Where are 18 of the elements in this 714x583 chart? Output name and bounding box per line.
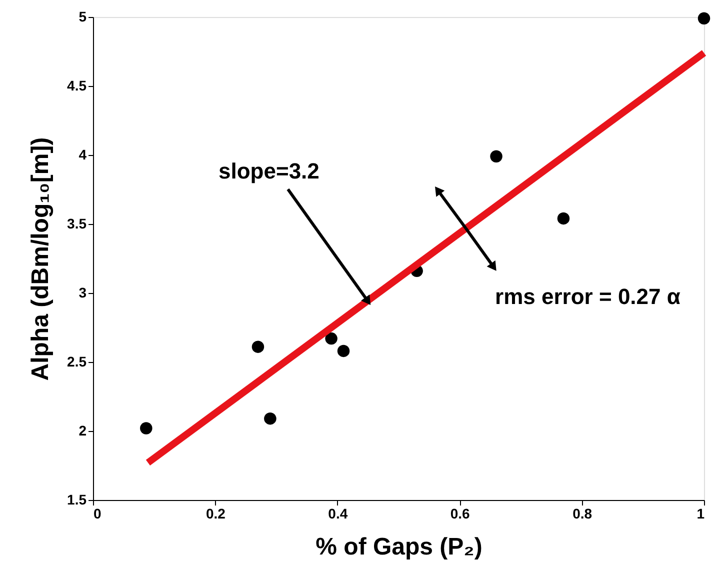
y-axis-title: Alpha (dBm/log₁₀[m]) — [27, 137, 54, 381]
x-tick-label: 0.6 — [450, 506, 470, 522]
y-tick-label: 4.5 — [67, 78, 87, 94]
x-tick-label: 1 — [696, 506, 705, 522]
x-tick-label: 0.8 — [572, 506, 592, 522]
y-tick-label: 2.5 — [67, 354, 87, 370]
y-tick-label: 3.5 — [67, 216, 87, 232]
y-tick-label: 4 — [78, 146, 87, 162]
x-tick-label: 0.2 — [206, 506, 226, 522]
y-tick-label: 3 — [78, 284, 87, 300]
annotation: slope=3.2 — [218, 158, 320, 184]
annotation: rms error = 0.27 α — [495, 284, 681, 310]
x-tick-label: 0 — [94, 506, 102, 522]
x-tick-label: 0.4 — [328, 506, 348, 522]
y-tick-label: 5 — [78, 8, 87, 24]
y-tick-label: 2 — [78, 422, 87, 438]
x-axis-title: % of Gaps (P₂) — [316, 534, 482, 560]
y-tick-label: 1.5 — [67, 492, 87, 508]
